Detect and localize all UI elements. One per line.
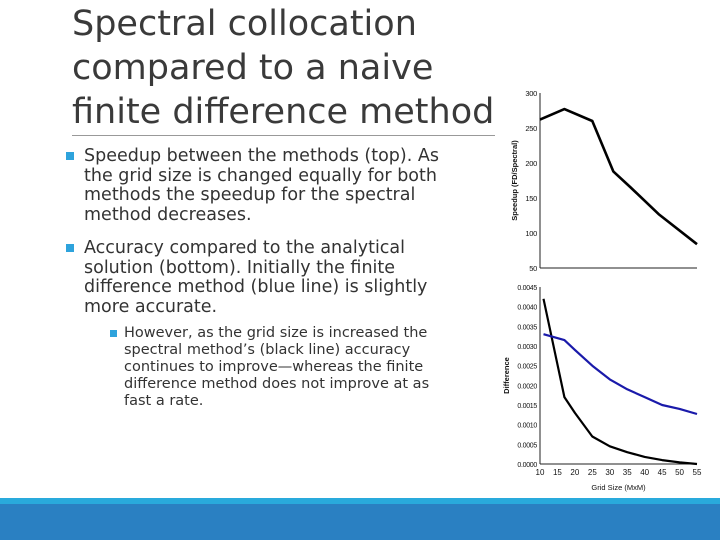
y-tick-label: 0.0020 bbox=[517, 383, 537, 390]
x-tick-label: 50 bbox=[675, 468, 684, 477]
bullet-accuracy: Accuracy compared to the analytical solu… bbox=[66, 238, 456, 410]
sub-bullet-text: However, as the grid size is increased t… bbox=[124, 325, 430, 409]
bullet-text: Accuracy compared to the analytical solu… bbox=[84, 238, 428, 317]
x-tick-label: 40 bbox=[640, 468, 649, 477]
y-tick-label: 200 bbox=[525, 159, 537, 168]
bullet-square-icon bbox=[66, 152, 74, 160]
y-axis-label: Difference bbox=[502, 357, 511, 394]
y-tick-label: 50 bbox=[529, 264, 537, 273]
x-tick-label: 25 bbox=[588, 468, 597, 477]
footer-bar bbox=[0, 504, 720, 540]
series-line-1 bbox=[539, 107, 698, 246]
bullet-square-icon bbox=[110, 330, 117, 337]
x-tick-label: 45 bbox=[658, 468, 667, 477]
series-line-2 bbox=[543, 333, 698, 416]
y-tick-label: 0.0000 bbox=[517, 462, 537, 469]
y-tick-label: 0.0010 bbox=[517, 423, 537, 430]
y-tick-label: 0.0040 bbox=[517, 305, 537, 312]
x-tick-label: 20 bbox=[570, 468, 579, 477]
y-tick-label: 0.0025 bbox=[517, 364, 537, 371]
y-tick-label: 0.0035 bbox=[517, 324, 537, 331]
x-tick-label: 30 bbox=[605, 468, 614, 477]
y-tick-label: 250 bbox=[525, 124, 537, 133]
footer-accent-strip bbox=[0, 498, 720, 504]
y-tick-label: 100 bbox=[525, 229, 537, 238]
slide-title: Spectral collocation compared to a naive… bbox=[72, 4, 495, 132]
slide-body: Speedup between the methods (top). As th… bbox=[66, 146, 456, 424]
y-tick-label: 0.0030 bbox=[517, 344, 537, 351]
x-tick-label: 35 bbox=[623, 468, 632, 477]
y-axis-label: Speedup (FD/Spectral) bbox=[510, 140, 519, 221]
bullet-speedup: Speedup between the methods (top). As th… bbox=[66, 146, 456, 225]
sub-bullet: However, as the grid size is increased t… bbox=[84, 325, 456, 410]
bullet-square-icon bbox=[66, 244, 74, 252]
title-divider bbox=[72, 135, 495, 136]
y-tick-label: 0.0045 bbox=[517, 285, 537, 292]
x-axis-label: Grid Size (MxM) bbox=[591, 483, 646, 492]
y-tick-label: 150 bbox=[525, 194, 537, 203]
series-line-1 bbox=[542, 298, 698, 466]
x-tick-label: 15 bbox=[553, 468, 562, 477]
x-tick-label: 10 bbox=[536, 468, 545, 477]
bullet-text: Speedup between the methods (top). As th… bbox=[84, 146, 439, 225]
y-tick-label: 300 bbox=[525, 89, 537, 98]
y-tick-label: 0.0015 bbox=[517, 403, 537, 410]
x-tick-label: 55 bbox=[693, 468, 702, 477]
y-tick-label: 0.0005 bbox=[517, 442, 537, 449]
